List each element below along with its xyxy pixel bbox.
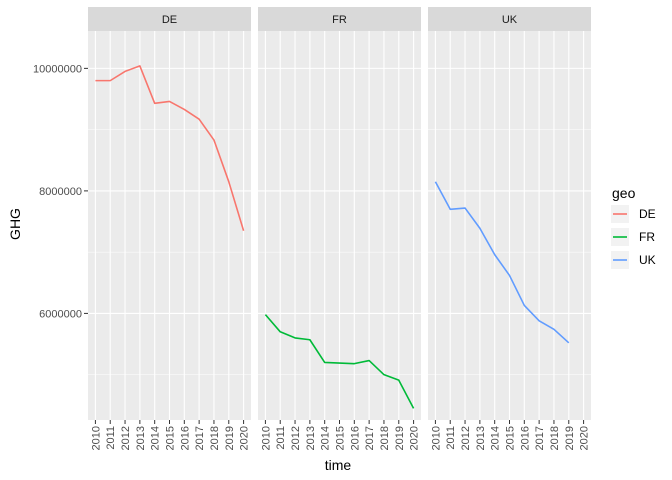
legend-item-de: DE <box>611 205 656 223</box>
x-tick-label: 2016 <box>349 426 361 450</box>
legend-item-uk: UK <box>611 251 656 269</box>
legend-label: UK <box>639 253 656 267</box>
x-tick-label: 2017 <box>364 426 376 450</box>
series-line-fr <box>264 314 415 409</box>
x-tick-label: 2015 <box>335 426 347 450</box>
x-tick-label: 2017 <box>194 426 206 450</box>
series-line-uk <box>434 181 570 344</box>
x-tick-label: 2012 <box>290 426 302 450</box>
x-tick-label: 2016 <box>179 426 191 450</box>
facet-strip-label: FR <box>332 14 347 26</box>
x-tick-label: 2018 <box>379 426 391 450</box>
x-tick-label: 2012 <box>460 426 472 450</box>
x-tick-label: 2011 <box>445 426 457 450</box>
y-axis: 6000000 8000000 10000000 <box>33 63 88 320</box>
x-tick-label: 2011 <box>275 426 287 450</box>
x-tick-label: 2014 <box>320 426 332 450</box>
legend-item-fr: FR <box>611 228 655 246</box>
x-tick-label: 2019 <box>224 426 236 450</box>
y-tick-label: 8000000 <box>39 186 82 198</box>
x-tick-label: 2013 <box>135 426 147 450</box>
legend-label: FR <box>639 230 655 244</box>
facet-strip <box>258 7 421 31</box>
x-tick-label: 2016 <box>519 426 531 450</box>
x-tick-label: 2019 <box>394 426 406 450</box>
x-axis-title: time <box>325 457 352 473</box>
x-tick-label: 2010 <box>260 426 272 450</box>
y-tick-label: 10000000 <box>33 63 82 75</box>
x-tick-label: 2020 <box>239 426 251 450</box>
x-tick-label: 2013 <box>305 426 317 450</box>
series-line-de <box>95 65 245 231</box>
x-tick-label: 2010 <box>430 426 442 450</box>
y-axis-title: GHG <box>7 208 23 240</box>
facet-strip-label: UK <box>502 14 518 26</box>
y-tick-label: 6000000 <box>39 308 82 320</box>
legend-title: geo <box>612 185 636 201</box>
x-tick-label: 2020 <box>579 426 591 450</box>
x-tick-label: 2015 <box>165 426 177 450</box>
x-tick-label: 2018 <box>209 426 221 450</box>
legend-label: DE <box>639 207 656 221</box>
legend: geo DE FR UK <box>611 185 656 269</box>
x-tick-label: 2010 <box>90 426 102 450</box>
x-tick-label: 2017 <box>534 426 546 450</box>
x-tick-label: 2015 <box>505 426 517 450</box>
x-tick-label: 2011 <box>105 426 117 450</box>
x-tick-label: 2012 <box>120 426 132 450</box>
facet-strip-label: DE <box>162 14 177 26</box>
x-tick-label: 2013 <box>475 426 487 450</box>
x-tick-label: 2019 <box>564 426 576 450</box>
facet-strip <box>88 7 251 31</box>
x-tick-label: 2018 <box>549 426 561 450</box>
x-tick-label: 2014 <box>490 426 502 450</box>
x-tick-label: 2020 <box>409 426 421 450</box>
legend-items: DE FR UK <box>611 205 656 269</box>
facet-strip <box>428 7 591 31</box>
x-tick-label: 2014 <box>150 426 162 450</box>
